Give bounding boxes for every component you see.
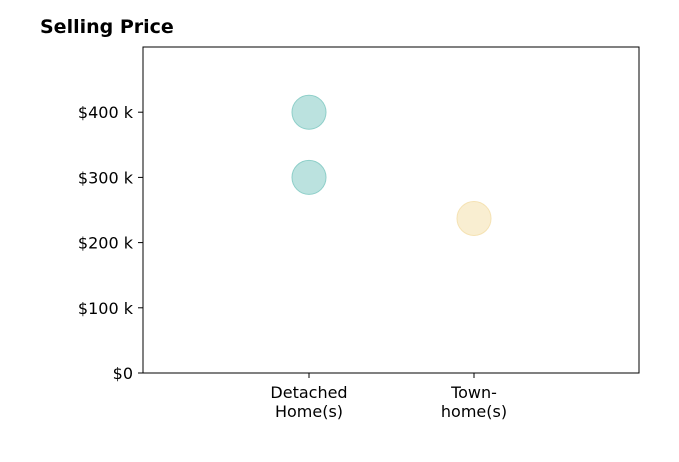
chart-title: Selling Price — [40, 16, 174, 38]
y-tick-label: $400 k — [78, 103, 134, 122]
data-point — [291, 159, 327, 195]
plot-frame — [142, 46, 640, 374]
y-tick-label: $100 k — [78, 299, 134, 318]
x-tick-label: Town- — [450, 383, 497, 402]
x-tick-label: home(s) — [441, 402, 507, 421]
data-point — [291, 94, 327, 130]
y-tick-label: $200 k — [78, 234, 134, 253]
x-tick-label: Detached — [270, 383, 347, 402]
y-tick-label: $300 k — [78, 168, 134, 187]
x-tick-label: Home(s) — [275, 402, 343, 421]
data-point — [456, 200, 492, 236]
y-tick-label: $0 — [113, 364, 133, 383]
